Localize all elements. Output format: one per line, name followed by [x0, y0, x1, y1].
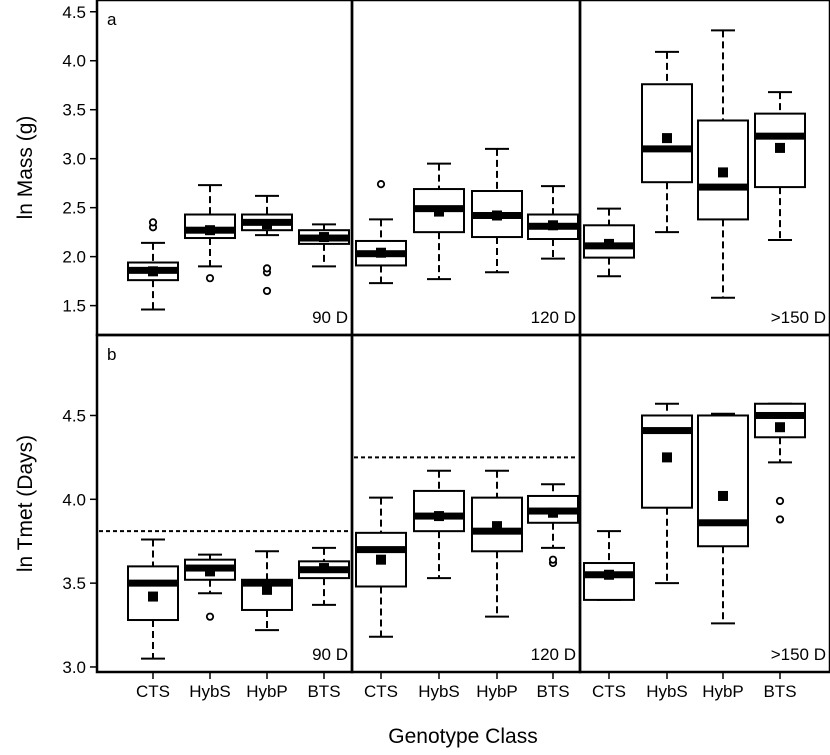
- mean-marker: [604, 569, 614, 580]
- x-tick-label: BTS: [536, 682, 569, 701]
- y-tick-label: 4.5: [62, 3, 86, 22]
- outlier-point: [148, 218, 158, 227]
- mean-marker: [775, 422, 785, 433]
- x-tick-label: BTS: [763, 682, 796, 701]
- outlier-point: [262, 264, 272, 273]
- median-bar: [755, 132, 805, 140]
- mean-marker: [376, 247, 386, 258]
- mean-marker: [548, 507, 558, 518]
- box-iqr: [697, 414, 749, 548]
- mean-marker: [775, 142, 785, 153]
- panel-label: >150 D: [771, 645, 826, 664]
- box-iqr: [697, 119, 749, 221]
- mean-marker: [148, 591, 158, 602]
- panel-label: 90 D: [312, 308, 348, 327]
- mean-marker: [492, 521, 502, 532]
- x-tick-label: CTS: [136, 682, 170, 701]
- outlier-point: [775, 515, 785, 524]
- median-bar: [755, 411, 805, 419]
- median-bar: [128, 579, 178, 587]
- outlier-point: [548, 555, 558, 564]
- x-tick-label: HybP: [476, 682, 518, 701]
- y-tick-label: 3.5: [62, 101, 86, 120]
- panel-letter: b: [107, 345, 116, 364]
- outlier-point: [775, 496, 785, 506]
- mean-marker: [205, 225, 215, 236]
- y-tick-label: 3.0: [62, 150, 86, 169]
- mean-marker: [662, 452, 672, 463]
- x-tick-label: HybS: [418, 682, 460, 701]
- panel-label: >150 D: [771, 308, 826, 327]
- median-bar: [642, 145, 692, 153]
- box-iqr: [413, 489, 465, 533]
- panel-frame: [95, 0, 354, 337]
- panel-label: 90 D: [312, 645, 348, 664]
- mean-marker: [604, 238, 614, 249]
- y-tick-label: 4.5: [62, 406, 86, 425]
- y-tick-label: 3.5: [62, 574, 86, 593]
- median-bar: [472, 527, 522, 535]
- mean-marker: [662, 133, 672, 144]
- panel-letter: a: [107, 10, 117, 29]
- x-tick-label: HybP: [702, 682, 744, 701]
- y-tick-label: 3.0: [62, 658, 86, 677]
- mean-marker: [148, 266, 158, 277]
- mean-marker: [319, 232, 329, 243]
- y-axis-title: ln Tmet (Days): [14, 435, 37, 572]
- y-tick-label: 4.0: [62, 490, 86, 509]
- median-bar: [642, 427, 692, 435]
- mean-marker: [262, 584, 272, 595]
- mean-marker: [376, 554, 386, 565]
- panel-frame: [95, 333, 354, 674]
- panel-frame: [350, 0, 582, 337]
- mean-marker: [548, 220, 558, 231]
- y-tick-label: 2.5: [62, 199, 86, 218]
- y-axis-title: ln Mass (g): [14, 116, 37, 220]
- y-tick-label: 2.0: [62, 248, 86, 267]
- x-tick-label: HybS: [189, 682, 231, 701]
- y-tick-label: 1.5: [62, 297, 86, 316]
- box-iqr: [754, 402, 806, 439]
- outlier-point: [205, 274, 215, 283]
- panel-label: 120 D: [531, 308, 576, 327]
- mean-marker: [718, 167, 728, 178]
- mean-marker: [718, 490, 728, 501]
- plot-layer: 1.5 2.0 2.5 3.0 3.5 4.0 4.5 ln Mass (g) a 90 D 120…: [14, 0, 830, 701]
- panel-label: 120 D: [531, 645, 576, 664]
- median-bar: [698, 519, 748, 527]
- box-iqr: [583, 562, 635, 601]
- median-bar: [242, 579, 292, 587]
- mean-marker: [434, 206, 444, 217]
- median-bar: [356, 546, 406, 554]
- mean-marker: [262, 219, 272, 230]
- outlier-point: [376, 180, 386, 189]
- y-tick-label: 4.0: [62, 52, 86, 71]
- panel-frame: [578, 333, 830, 674]
- mean-marker: [434, 511, 444, 522]
- mean-marker: [205, 566, 215, 577]
- x-tick-label: CTS: [364, 682, 398, 701]
- x-tick-label: HybS: [646, 682, 688, 701]
- outlier-point: [205, 612, 215, 621]
- x-axis-title: Genotype Class: [388, 725, 537, 748]
- x-tick-label: BTS: [307, 682, 340, 701]
- outlier-point: [262, 286, 272, 296]
- median-bar: [698, 183, 748, 191]
- x-tick-label: HybP: [246, 682, 288, 701]
- mean-marker: [492, 210, 502, 221]
- x-tick-label: CTS: [592, 682, 626, 701]
- mean-marker: [319, 563, 329, 574]
